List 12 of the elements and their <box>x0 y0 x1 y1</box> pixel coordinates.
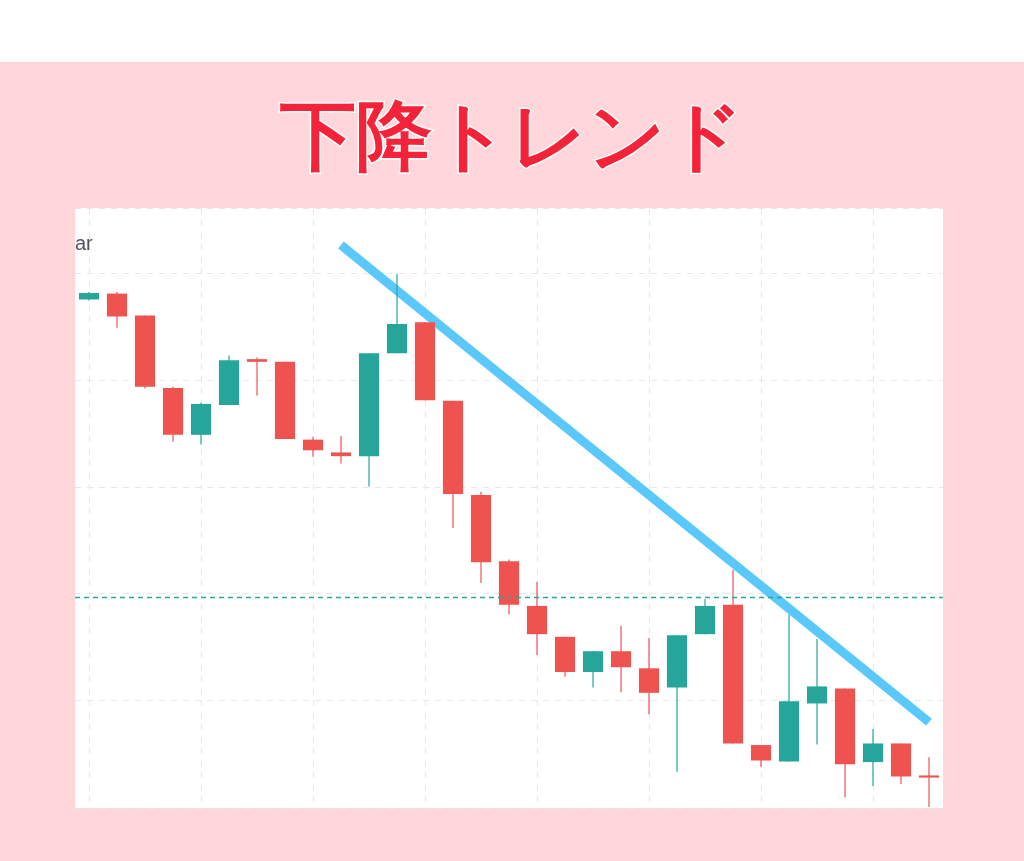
text: ar <box>75 231 94 254</box>
candlestick <box>806 638 828 746</box>
candlestick <box>330 435 352 465</box>
chart-title: 下降トレンド <box>279 90 745 182</box>
candlestick <box>582 650 604 689</box>
candlestick <box>610 625 632 693</box>
candlestick <box>918 756 940 808</box>
candlestick <box>862 728 884 787</box>
candlestick <box>302 436 324 458</box>
candlestick <box>246 356 268 396</box>
candlestick <box>106 291 128 329</box>
candlestick <box>750 744 772 768</box>
